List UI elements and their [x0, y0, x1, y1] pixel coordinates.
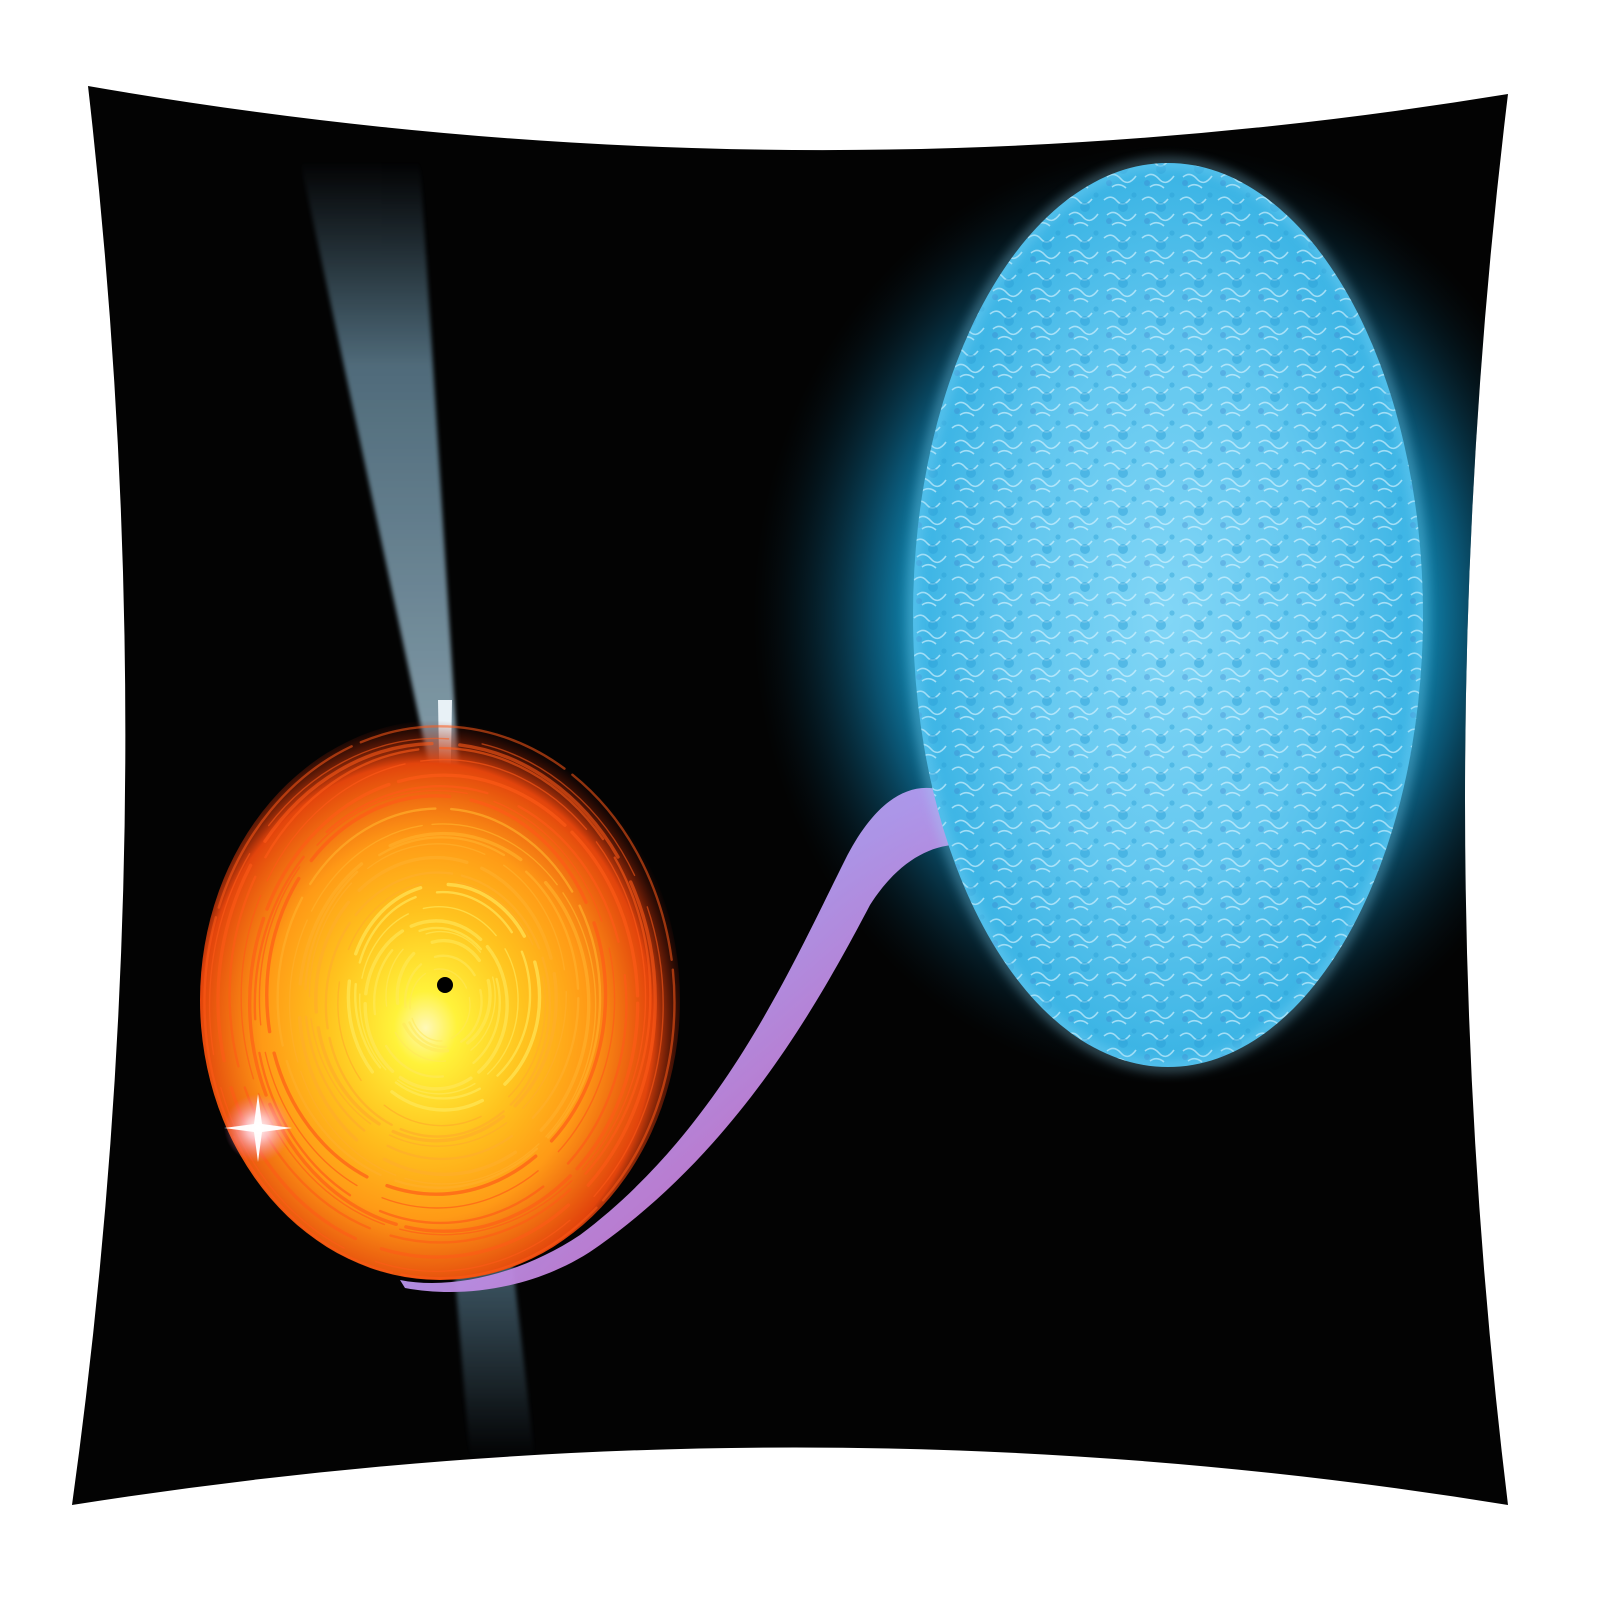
disk-ring — [409, 968, 471, 1042]
disk-ring — [216, 741, 657, 1259]
disk-ring — [208, 737, 664, 1272]
disk-ring — [354, 890, 532, 1100]
disk-ring — [363, 919, 509, 1091]
disk-ring — [203, 725, 676, 1280]
disk-ring — [240, 758, 647, 1236]
disk-ring — [314, 855, 558, 1143]
disk-ring — [265, 794, 608, 1196]
mass-transfer-stream — [400, 787, 990, 1293]
disk-ring — [385, 930, 496, 1062]
disk-ring — [346, 882, 542, 1112]
disk-ring — [297, 831, 591, 1177]
jet-upper — [300, 160, 458, 985]
disk-ring — [403, 954, 483, 1049]
disk-ring — [276, 807, 602, 1189]
disk-ring — [337, 880, 547, 1127]
blue-giant-star — [910, 160, 1426, 1070]
disk-ring — [258, 789, 616, 1209]
disk-ring — [308, 843, 567, 1147]
disk-ring — [372, 926, 501, 1078]
disk-ring — [303, 836, 580, 1161]
disk-ring — [253, 784, 628, 1225]
disk-ring — [228, 746, 652, 1244]
twinkle-star — [224, 1094, 292, 1162]
jet-lower — [452, 1240, 535, 1460]
disk-ring — [395, 938, 492, 1053]
disk-ring — [358, 905, 519, 1095]
accretion-disk — [200, 720, 680, 1280]
disk-ring — [247, 773, 640, 1233]
black-hole — [437, 977, 453, 993]
disk-ring — [288, 823, 597, 1185]
disk-ring — [324, 871, 552, 1138]
